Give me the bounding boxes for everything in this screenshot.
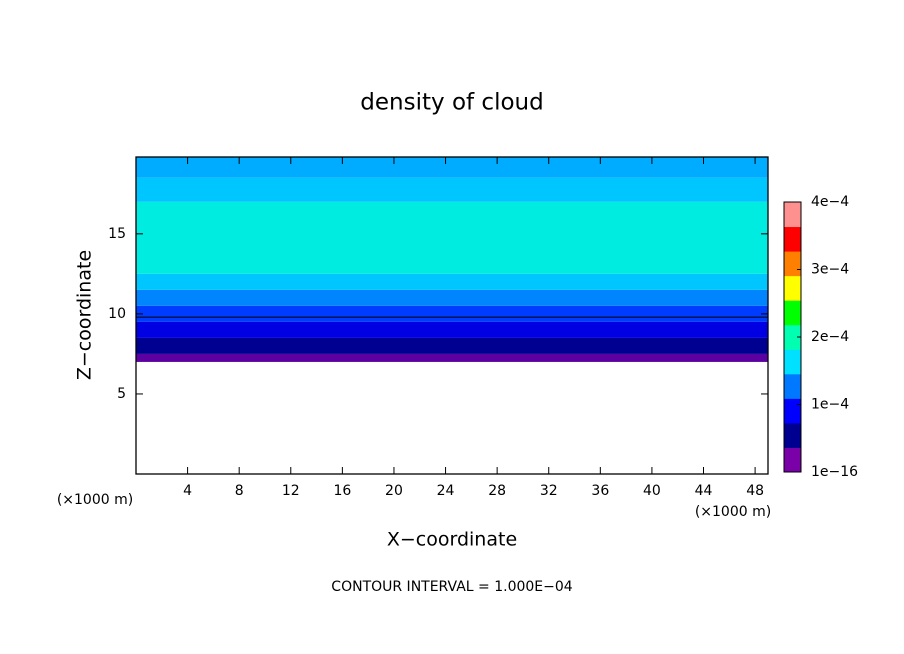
annotation: CONTOUR INTERVAL = 1.000E−04 xyxy=(331,579,572,595)
x-tick-label: 32 xyxy=(540,483,558,499)
x-tick-label: 48 xyxy=(746,483,764,499)
x-tick-label: 28 xyxy=(488,483,506,499)
x-tick-label: 24 xyxy=(437,483,455,499)
colorbar-swatch xyxy=(784,300,801,326)
x-tick-label: 16 xyxy=(333,483,351,499)
contour-band xyxy=(136,321,768,338)
colorbar-swatch xyxy=(784,275,801,301)
y-tick-label: 15 xyxy=(108,226,126,242)
contour-band xyxy=(136,201,768,274)
colorbar-swatch xyxy=(784,202,801,228)
x-tick-label: 36 xyxy=(591,483,609,499)
colorbar-swatch xyxy=(784,447,801,473)
contour-band xyxy=(136,157,768,178)
colorbar-swatch xyxy=(784,398,801,424)
colorbar-swatch xyxy=(784,324,801,350)
colorbar-tick-label: 1e−16 xyxy=(811,464,858,480)
y-axis-label: Z−coordinate xyxy=(74,250,96,380)
plot-frame xyxy=(135,156,769,475)
colorbar-swatch xyxy=(784,349,801,375)
x-tick-label: 4 xyxy=(183,483,192,499)
x-tick-label: 8 xyxy=(235,483,244,499)
chart-title: density of cloud xyxy=(360,90,543,116)
y-tick-label: 5 xyxy=(117,386,126,402)
colorbar-swatch xyxy=(784,373,801,399)
contour-band xyxy=(136,353,768,362)
contour-band xyxy=(136,289,768,306)
contour-band xyxy=(136,305,768,322)
colorbar-swatch xyxy=(784,251,801,277)
colorbar-tick-label: 3e−4 xyxy=(811,262,849,278)
x-tick-label: 12 xyxy=(282,483,300,499)
x-unit-label: (×1000 m) xyxy=(57,492,133,508)
x-tick-label: 20 xyxy=(385,483,403,499)
y-tick-label: 10 xyxy=(108,306,126,322)
x-axis-label: X−coordinate xyxy=(387,529,517,551)
x-tick-label: 40 xyxy=(643,483,661,499)
contour-band xyxy=(136,273,768,290)
colorbar-tick-label: 2e−4 xyxy=(811,329,849,345)
colorbar-tick-label: 4e−4 xyxy=(811,194,849,210)
colorbar-swatch xyxy=(784,422,801,448)
contour-band xyxy=(136,337,768,354)
colorbar-swatch xyxy=(784,226,801,252)
colorbar-tick-label: 1e−4 xyxy=(811,397,849,413)
x-unit-label: (×1000 m) xyxy=(695,504,771,520)
x-tick-label: 44 xyxy=(695,483,713,499)
contour-band xyxy=(136,177,768,202)
